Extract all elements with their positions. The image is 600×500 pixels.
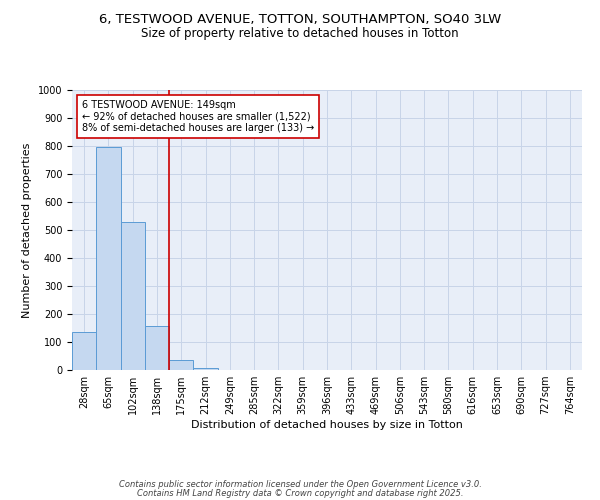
Y-axis label: Number of detached properties: Number of detached properties [22,142,32,318]
Bar [96,148,121,370]
Text: 6 TESTWOOD AVENUE: 149sqm
← 92% of detached houses are smaller (1,522)
8% of sem: 6 TESTWOOD AVENUE: 149sqm ← 92% of detac… [82,100,314,133]
Text: 6, TESTWOOD AVENUE, TOTTON, SOUTHAMPTON, SO40 3LW: 6, TESTWOOD AVENUE, TOTTON, SOUTHAMPTON,… [99,12,501,26]
Bar [121,222,145,370]
Text: Contains public sector information licensed under the Open Government Licence v3: Contains public sector information licen… [119,480,481,489]
Bar [193,368,218,370]
Bar [72,332,96,370]
Text: Size of property relative to detached houses in Totton: Size of property relative to detached ho… [141,28,459,40]
Bar [169,360,193,370]
Text: Contains HM Land Registry data © Crown copyright and database right 2025.: Contains HM Land Registry data © Crown c… [137,488,463,498]
Bar [145,326,169,370]
X-axis label: Distribution of detached houses by size in Totton: Distribution of detached houses by size … [191,420,463,430]
